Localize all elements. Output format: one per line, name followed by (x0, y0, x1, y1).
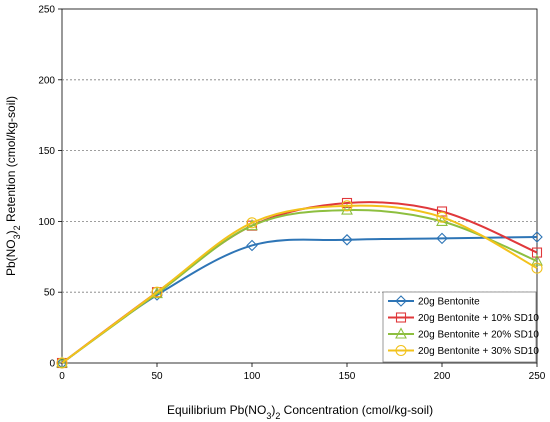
x-axis-title: Equilibrium Pb(NO3)2 Concentration (cmol… (167, 403, 433, 421)
data-point (436, 232, 448, 245)
legend-label: 20g Bentonite + 10% SD10 (418, 313, 539, 324)
data-point (341, 234, 353, 246)
data-point (395, 312, 407, 323)
x-tick-label: 50 (151, 371, 163, 382)
y-tick-label: 150 (38, 146, 55, 157)
data-point (395, 327, 407, 339)
y-tick-label: 250 (38, 5, 55, 16)
legend-item: 20g Bentonite + 10% SD10 (388, 312, 539, 324)
data-point (531, 247, 543, 258)
series (56, 200, 543, 369)
y-tick-label: 0 (49, 359, 55, 370)
legend-label: 20g Bentonite + 20% SD10 (418, 330, 539, 341)
x-tick-label: 150 (339, 371, 356, 382)
x-axis-ticks: 0 50 100 150 200 250 (59, 363, 546, 382)
x-tick-label: 200 (434, 371, 451, 382)
gridlines (62, 79, 537, 293)
data-point (341, 203, 353, 215)
y-axis-title: Pb(NO3)2 Retention (cmol/kg-soil) (4, 96, 22, 276)
data-point (246, 217, 258, 229)
legend-item: 20g Bentonite (388, 295, 480, 308)
x-tick-label: 100 (244, 371, 261, 382)
data-point (395, 295, 407, 307)
series-line (61, 204, 538, 364)
legend: 20g Bentonite 20g Bentonite + 10% SD10 20g… (382, 291, 539, 363)
data-point (436, 211, 448, 223)
y-axis-ticks: 0 50 100 150 200 250 (38, 5, 62, 370)
data-point (531, 262, 543, 274)
data-point (436, 214, 448, 226)
y-tick-label: 200 (38, 75, 55, 86)
y-tick-label: 100 (38, 217, 55, 228)
series-layer (56, 197, 543, 369)
data-point (151, 286, 163, 298)
x-tick-label: 0 (59, 371, 65, 382)
legend-item: 20g Bentonite + 20% SD10 (388, 327, 539, 341)
data-point (56, 357, 68, 369)
data-point (341, 200, 353, 212)
legend-label: 20g Bentonite + 30% SD10 (418, 346, 539, 357)
y-tick-label: 50 (44, 288, 56, 299)
legend-item: 20g Bentonite + 30% SD10 (388, 344, 539, 357)
data-point (531, 254, 543, 266)
x-tick-label: 250 (529, 371, 546, 382)
data-point (246, 239, 258, 252)
legend-label: 20g Bentonite (418, 297, 480, 308)
data-point (531, 231, 543, 243)
data-point (395, 344, 407, 357)
